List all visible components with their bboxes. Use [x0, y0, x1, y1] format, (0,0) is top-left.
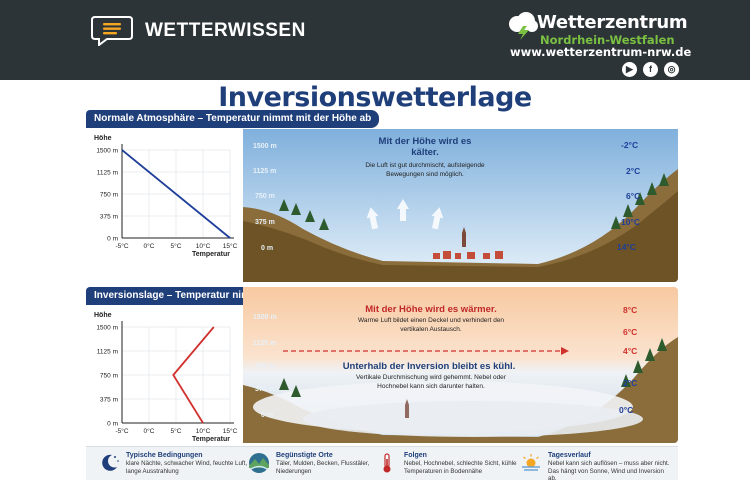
info-consequences-title: Folgen [404, 452, 427, 459]
inversion-height-1125: 1125 m [253, 340, 276, 347]
info-conditions-title: Typische Bedingungen [126, 452, 203, 459]
normal-section: Normale Atmosphäre – Temperatur nimmt mi… [86, 110, 678, 282]
info-strip: Typische Bedingungen klare Nächte, schwac… [86, 446, 678, 480]
inversion-height-750: 750 m [255, 363, 275, 370]
info-places: Begünstigte Orte Täler, Mulden, Becken, F… [248, 449, 388, 479]
normal-scene: 1500 m 1125 m 750 m 375 m 0 m Mit der Hö… [243, 129, 678, 282]
normal-chart-x-tick-label: 10°C [196, 242, 211, 250]
normal-chart-x-tick-label: -5°C [115, 242, 128, 250]
sunrise-icon [522, 454, 540, 471]
normal-chart-y-tick-label: 1125 m [97, 170, 118, 177]
info-conditions-text: klare Nächte, schwacher Wind, feuchte Lu… [126, 460, 248, 475]
inversion-chart-x-tick-label: 10°C [196, 427, 211, 435]
inversion-chart-y-tick-label: 1500 m [96, 325, 118, 332]
info-conditions: Typische Bedingungen klare Nächte, schwac… [98, 449, 247, 479]
page-title: Inversionswetterlage [218, 82, 532, 113]
inversion-height-0: 0 m [261, 412, 273, 419]
youtube-icon[interactable]: ▶ [622, 62, 637, 77]
inversion-temp-750: 4°C [623, 346, 638, 356]
brand-title: WETTERWISSEN [145, 20, 306, 41]
normal-description: Die Luft ist gut durchmischt, aufsteigen… [365, 162, 485, 178]
moon-icon [102, 454, 119, 471]
inversion-chart-x-tick-label: -5°C [115, 427, 128, 435]
normal-chart-y-tick-label: 375 m [100, 214, 118, 221]
info-consequences: Folgen Nebel, Hochnebel, schlechte Sicht,… [376, 449, 516, 479]
inversion-section: Inversionslage – Temperatur nimmt mit de… [86, 287, 678, 443]
info-daycourse-title: Tagesverlauf [548, 452, 591, 459]
site-logo-name: Wetterzentrum [537, 12, 688, 33]
info-places-text: Täler, Mulden, Becken, Flusstäler, Niede… [276, 460, 370, 475]
normal-chart-y-tick-label: 0 m [107, 236, 118, 243]
inversion-chart-x-axis-label: Temperatur [192, 436, 230, 443]
inversion-chart-x-tick-label: 0°C [144, 427, 155, 435]
inversion-height-1500: 1500 m [253, 314, 277, 321]
normal-height-1125: 1125 m [253, 168, 276, 175]
normal-temp-1125: 2°C [626, 166, 641, 176]
normal-landscape: 1500 m 1125 m 750 m 375 m 0 m [243, 129, 678, 282]
normal-chart-x-tick-label: 5°C [171, 242, 182, 250]
valley-icon [249, 453, 269, 473]
normal-height-1500: 1500 m [253, 143, 277, 150]
inversion-profile-chart: -5°C 0°C 5°C 10°C 15°C 0 m 375 m 750 m 1125 m 150… [86, 307, 240, 443]
normal-chart-y-tick-label: 750 m [100, 192, 118, 199]
inversion-temp-375: 2°C [623, 378, 638, 388]
inversion-scene: 1500 m 1125 m 750 m 375 m 0 m Mit der Hö… [243, 287, 678, 443]
normal-chart-x-axis-label: Temperatur [192, 251, 230, 258]
inversion-chart-svg: -5°C 0°C 5°C 10°C 15°C 0 m 375 m 750 m 1125 m 150… [94, 312, 238, 443]
normal-height-375: 375 m [255, 219, 275, 226]
normal-chart-y-axis-label: Höhe [94, 135, 112, 142]
normal-chart-y-tick-label: 1500 m [96, 148, 118, 155]
inversion-chart-y-tick-label: 1125 m [97, 349, 118, 356]
inversion-chart-profile-line [172, 326, 215, 424]
inversion-temp-0: 0°C [619, 405, 634, 415]
inversion-headline-bottom: Unterhalb der Inversion bleibt es kühl. [342, 361, 516, 372]
info-daycourse-text: Nebel kann sich auflösen – muss aber nic… [548, 460, 670, 480]
inversion-chart-y-axis-label: Höhe [94, 312, 112, 319]
normal-chart-svg: -5°C 0°C 5°C 10°C 15°C 0 m 375 m 750 m 1125 m 150… [94, 135, 238, 258]
inversion-chart-x-tick-label: 15°C [223, 427, 238, 435]
inversion-temp-1125: 6°C [623, 327, 638, 337]
normal-temp-750: 6°C [626, 191, 641, 201]
site-logo[interactable]: Wetterzentrum Nordrhein-Westfalen www.we… [505, 8, 691, 68]
thermometer-icon [383, 453, 391, 473]
normal-headline: Mit der Höhe wird es kälter. [378, 136, 472, 158]
inversion-description-bottom: Vertikale Durchmischung wird gehemmt. Ne… [356, 374, 506, 390]
instagram-icon[interactable]: ◎ [664, 62, 679, 77]
header-bar: WETTERWISSEN Wetterzentrum Nordrhein-Wes… [0, 0, 750, 80]
normal-height-0: 0 m [261, 245, 273, 252]
normal-temp-375: 10°C [621, 217, 640, 227]
inversion-chart-y-tick-label: 375 m [100, 397, 118, 404]
facebook-icon[interactable]: f [643, 62, 658, 77]
inversion-headline-top: Mit der Höhe wird es wärmer. [365, 304, 497, 315]
info-daycourse: Tagesverlauf Nebel kann sich auflösen – m… [520, 449, 674, 480]
storm-cloud-icon [509, 12, 538, 40]
normal-chart-x-tick-label: 15°C [223, 242, 238, 250]
site-logo-region: Nordrhein-Westfalen [540, 33, 675, 47]
info-consequences-text: Nebel, Hochnebel, schlechte Sicht, kühle… [404, 460, 517, 475]
normal-section-heading: Normale Atmosphäre – Temperatur nimmt mi… [86, 110, 380, 128]
normal-chart-profile-line [121, 149, 231, 239]
normal-temp-0: 14°C [617, 242, 636, 252]
inversion-chart-y-tick-label: 0 m [107, 421, 118, 428]
inversion-chart-y-tick-label: 750 m [100, 373, 118, 380]
inversion-temp-1500: 8°C [623, 305, 638, 315]
site-url[interactable]: www.wetterzentrum-nrw.de [510, 45, 692, 59]
normal-chart-x-tick-label: 0°C [144, 242, 155, 250]
inversion-description-top: Warme Luft bildet einen Deckel und verhi… [357, 317, 505, 333]
inversion-landscape: 1500 m 1125 m 750 m 375 m 0 m [243, 287, 678, 443]
normal-profile-chart: -5°C 0°C 5°C 10°C 15°C 0 m 375 m 750 m 1125 m 150… [86, 130, 240, 258]
chat-bubble-icon [91, 16, 133, 46]
info-places-title: Begünstigte Orte [276, 452, 333, 459]
normal-height-750: 750 m [255, 193, 275, 200]
inversion-height-375: 375 m [255, 386, 275, 393]
inversion-chart-x-tick-label: 5°C [171, 427, 182, 435]
normal-temp-1500: -2°C [621, 140, 639, 150]
